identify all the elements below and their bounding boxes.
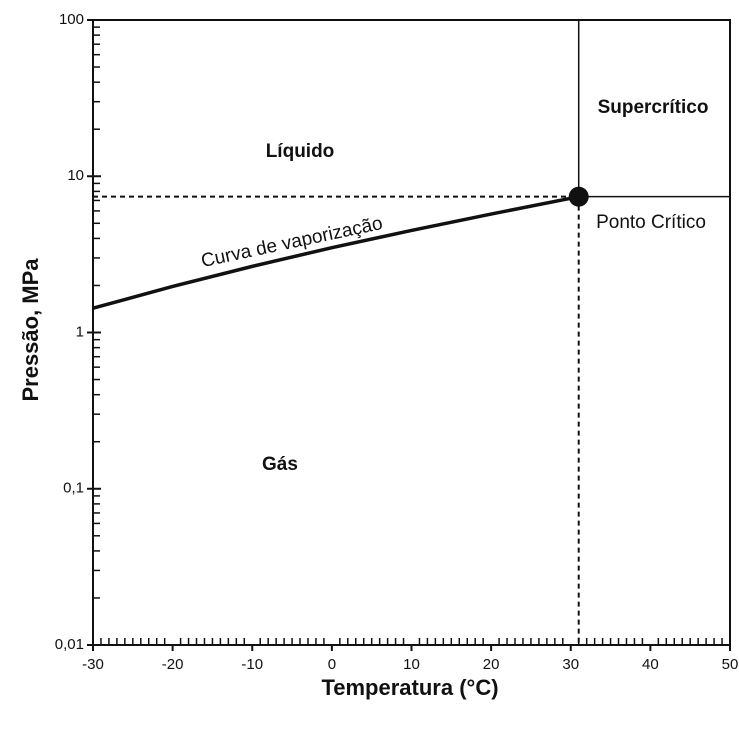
x-tick-label: 40 xyxy=(642,656,659,673)
region-label: Líquido xyxy=(266,141,335,162)
y-tick-label: 100 xyxy=(59,11,84,28)
y-tick-label: 0,1 xyxy=(63,480,84,497)
x-tick-label: 10 xyxy=(403,656,420,673)
plot-frame xyxy=(92,19,731,646)
x-tick-label: -20 xyxy=(162,656,184,673)
y-tick-label: 0,01 xyxy=(55,636,84,653)
point-label: Ponto Crítico xyxy=(596,212,706,233)
x-tick-label: -30 xyxy=(82,656,104,673)
x-axis-label: Temperatura (°C) xyxy=(321,675,498,700)
x-tick-label: 20 xyxy=(483,656,500,673)
x-tick-label: 0 xyxy=(328,656,336,673)
x-tick-label: 50 xyxy=(722,656,739,673)
x-tick-label: -10 xyxy=(241,656,263,673)
x-tick-label: 30 xyxy=(562,656,579,673)
y-axis-label: Pressão, MPa xyxy=(18,258,43,402)
critical-point xyxy=(568,186,589,207)
y-tick-label: 10 xyxy=(67,167,84,184)
vaporization-curve xyxy=(92,194,580,310)
region-label: Gás xyxy=(262,454,298,475)
y-tick-label: 1 xyxy=(76,323,84,340)
region-label: Supercrítico xyxy=(598,97,709,118)
